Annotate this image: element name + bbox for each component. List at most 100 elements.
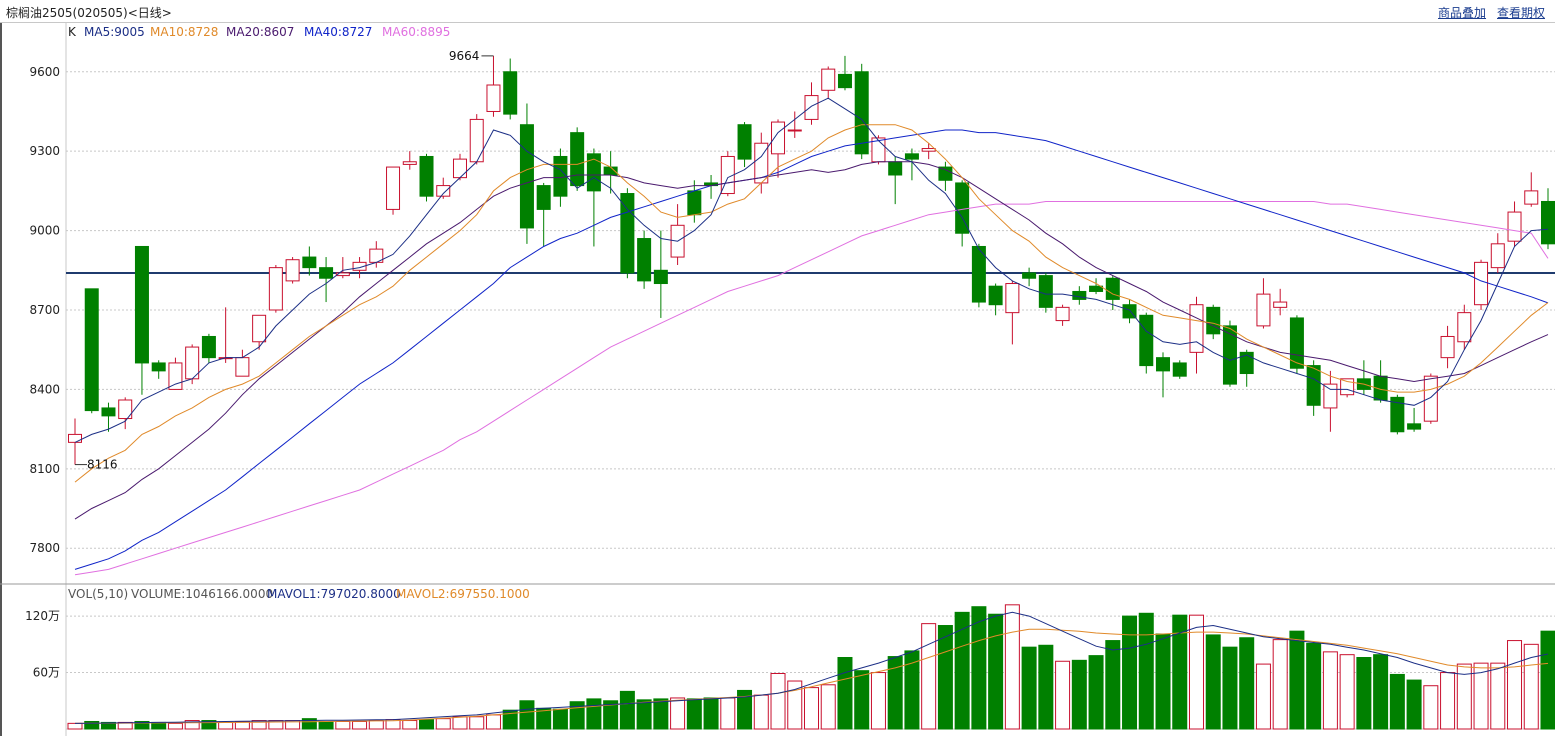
volume-bar — [1507, 640, 1523, 730]
candle-body — [201, 335, 216, 359]
volume-bar — [1222, 646, 1238, 730]
high-annotation: 9664 — [449, 49, 480, 63]
candle-body — [1390, 396, 1405, 433]
volume-bar — [368, 720, 384, 730]
candle-body — [854, 71, 869, 155]
volume-bar — [419, 719, 435, 730]
volume-bar — [971, 606, 987, 730]
volume-bar — [301, 718, 317, 730]
volume-bar — [586, 698, 602, 730]
volume-bar — [1021, 646, 1037, 730]
volume-bar — [1188, 614, 1204, 730]
volume-bar — [1356, 657, 1372, 730]
volume-bar — [402, 720, 418, 730]
volume-bar — [1440, 672, 1456, 730]
price-tick-label: 8100 — [29, 462, 60, 476]
candle-body — [771, 121, 786, 155]
candle-body — [419, 155, 434, 197]
volume-bar — [251, 720, 267, 730]
volume-bar — [1205, 634, 1221, 730]
candle-body — [252, 314, 267, 343]
candle-body — [452, 158, 467, 179]
volume-bar — [1373, 654, 1389, 730]
volume-bar — [1088, 655, 1104, 730]
price-tick-label: 9000 — [29, 224, 60, 238]
volume-bar — [870, 672, 886, 730]
volume-bar — [1490, 662, 1506, 730]
mavol1-legend: MAVOL1:797020.8000 — [267, 587, 401, 601]
view-options-link[interactable]: 查看期权 — [1497, 6, 1546, 20]
candle-body — [837, 73, 852, 89]
ma-legend-3: MA20:8607 — [226, 25, 294, 39]
candle-body — [1222, 325, 1237, 385]
kline-chart[interactable]: 7800 8100 8400 8700 9000 9300 9600 60万 120万 9664 8… — [0, 22, 1555, 736]
volume-bar — [67, 722, 83, 730]
candle-body — [1407, 423, 1422, 430]
chart-header: 棕榈油2505(020505)<日线> 商品叠加 查看期权 — [0, 0, 1555, 23]
volume-bar — [1339, 654, 1355, 730]
candle-body — [1206, 306, 1221, 335]
volume-bar — [603, 700, 619, 730]
volume-bar — [1322, 651, 1338, 730]
volume-bar — [904, 650, 920, 730]
volume-bar — [352, 720, 368, 730]
candle-body — [268, 267, 283, 311]
volume-value: VOLUME:1046166.0000 — [131, 587, 273, 601]
volume-bar — [84, 720, 100, 730]
candle-body — [134, 245, 149, 364]
candle-body — [285, 259, 300, 282]
volume-bar — [201, 720, 217, 730]
volume-bar — [1038, 644, 1054, 730]
candle-body — [469, 118, 484, 163]
candle-body — [821, 68, 836, 91]
candle-body — [68, 433, 82, 443]
volume-bar — [469, 716, 485, 730]
candle-body — [302, 256, 317, 269]
mavol2-legend: MAVOL2:697550.1000 — [396, 587, 530, 601]
k-label: K — [68, 25, 77, 39]
candle-body — [235, 357, 250, 377]
candle-body — [1440, 335, 1455, 359]
ma-legend-4: MA40:8727 — [304, 25, 372, 39]
volume-bar — [1105, 640, 1121, 730]
ma-legend-2: MA10:8728 — [150, 25, 218, 39]
price-tick-label: 7800 — [29, 541, 60, 555]
volume-bar — [837, 657, 853, 730]
volume-bar — [184, 720, 200, 730]
overlay-commodity-link[interactable]: 商品叠加 — [1438, 6, 1487, 20]
volume-bar — [619, 690, 635, 730]
price-tick-label: 9600 — [29, 65, 60, 79]
candle-body — [888, 161, 903, 176]
candle-body — [436, 185, 451, 197]
volume-bar — [1055, 660, 1071, 730]
volume-bar — [653, 698, 669, 730]
volume-bar — [1172, 614, 1188, 730]
volume-bar — [854, 670, 870, 730]
volume-bar — [1406, 679, 1422, 730]
candle-body — [168, 362, 183, 390]
candle-body — [1072, 290, 1087, 300]
volume-bar — [519, 700, 535, 730]
mavol1-line — [74, 611, 1549, 724]
candle-body — [1457, 312, 1472, 343]
candle-body — [319, 267, 334, 279]
price-tick-label: 8700 — [29, 303, 60, 317]
candle-body — [486, 84, 501, 112]
volume-bar — [318, 720, 334, 730]
ma10-line — [74, 124, 1549, 483]
volume-bar — [1004, 604, 1020, 730]
candle-body — [787, 129, 802, 132]
candle-body — [519, 124, 534, 229]
volume-bar — [1122, 615, 1138, 730]
volume-bar — [1473, 662, 1489, 730]
panel-edge — [0, 23, 2, 736]
volume-bar — [134, 720, 150, 730]
volume-bar — [636, 699, 652, 730]
candle-body — [653, 269, 668, 285]
volume-bar — [452, 716, 468, 730]
volume-bar — [100, 721, 116, 730]
candle-body — [1139, 314, 1154, 367]
candle-body — [1038, 275, 1053, 308]
candle-body — [84, 288, 99, 412]
volume-bar — [218, 721, 234, 730]
